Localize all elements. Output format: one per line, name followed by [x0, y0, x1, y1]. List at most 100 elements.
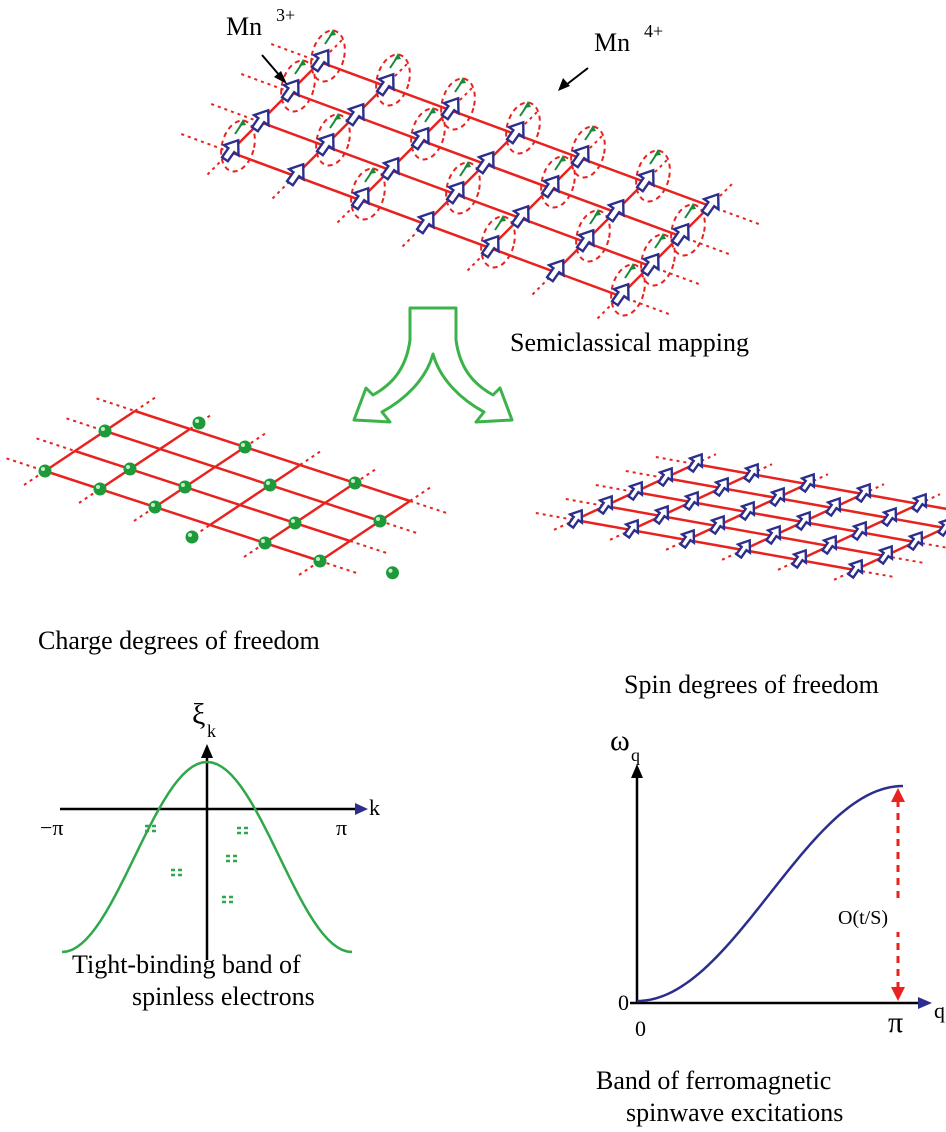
mn-col-dots	[596, 295, 621, 320]
mn3-moment-head	[459, 77, 466, 84]
mn-spin-arrow	[635, 168, 655, 193]
spin-arrow	[708, 514, 726, 536]
gap-label-backing	[832, 904, 916, 932]
sw-gap-label: O(t/S)	[838, 907, 888, 929]
mn3-moment-head	[394, 53, 401, 60]
charge-col-dots	[244, 432, 267, 448]
band-caption-line2: spinless electrons	[132, 982, 315, 1011]
charge-col-bond	[264, 481, 356, 545]
mn-col-dots	[336, 199, 361, 224]
mn-spin-arrow	[670, 222, 690, 247]
mn3-orbital	[440, 77, 476, 131]
mn-spin-arrow	[545, 258, 565, 283]
mn-spin-arrow	[700, 192, 720, 217]
charge-row-dots	[36, 437, 76, 452]
spin-col-bond	[854, 526, 946, 572]
charge-col-dots	[299, 450, 322, 466]
mn-spin-arrow	[480, 234, 500, 259]
mn3-orbital	[640, 233, 676, 287]
sw-y-origin: 0	[618, 990, 629, 1015]
mn4-label: Mn	[594, 30, 630, 56]
mn-col-dots	[206, 151, 231, 176]
mn-spin-arrow	[475, 150, 495, 175]
mn-spin-arrow	[510, 204, 530, 229]
spin-arrow	[682, 490, 700, 512]
mn-col-bond	[294, 85, 386, 177]
electron-ball	[38, 464, 52, 478]
mn4-base: Mn	[594, 28, 631, 57]
mn-spin-arrow	[220, 138, 240, 163]
mn-lattice	[180, 29, 760, 320]
spin-arrow	[738, 500, 756, 522]
mn-col-dots	[271, 175, 296, 200]
spin-arrow	[768, 486, 786, 508]
spin-row-bond	[664, 476, 946, 530]
mn-col-bond	[554, 181, 646, 273]
mn-spin-arrow	[280, 78, 300, 103]
sw-x-origin: 0	[635, 1016, 646, 1041]
mn3-moment-head	[654, 149, 661, 156]
band-x-min: −π	[40, 815, 64, 840]
mn-spin-arrow	[640, 252, 660, 277]
mn-col-dots	[644, 158, 669, 183]
spin-label: Spin degrees of freedom	[624, 670, 879, 699]
mn3-moment-head	[689, 203, 696, 210]
mn3-orbital	[310, 29, 346, 83]
charge-col-bond	[209, 463, 301, 527]
mapping-label: Semiclassical mapping	[510, 328, 750, 357]
mn-col-dots	[466, 247, 491, 272]
electron-highlight	[126, 465, 130, 469]
sw-x-max: π	[888, 1006, 904, 1039]
sw-x-arrowhead	[918, 997, 932, 1009]
mn-col-dots	[401, 223, 426, 248]
electron-highlight	[151, 503, 155, 507]
electron-ball	[98, 424, 112, 438]
mn3-moment-head	[464, 161, 471, 168]
electron-highlight	[376, 517, 380, 521]
spin-arrow	[906, 530, 924, 552]
electron-ball	[258, 536, 272, 550]
mn-spin-arrow	[285, 162, 305, 187]
mn-col-bond	[359, 109, 451, 201]
electron-highlight	[96, 485, 100, 489]
charge-row-dots	[96, 397, 136, 412]
electron-highlight	[291, 519, 295, 523]
charge-col-bond	[44, 409, 136, 473]
mn-spin-arrow	[505, 120, 525, 145]
spin-row-bond	[634, 490, 916, 544]
mn-row-dots	[180, 133, 231, 153]
sw-caption-line2: spinwave excitations	[626, 1098, 844, 1127]
mn-spin-arrow	[605, 198, 625, 223]
sw-x-symbol: q	[934, 998, 945, 1023]
mn-spin-arrow	[540, 174, 560, 199]
electron-ball	[263, 478, 277, 492]
mn-col-dots	[514, 110, 539, 135]
electron-highlight	[195, 419, 199, 423]
band-curve	[61, 760, 353, 954]
mn-col-dots	[319, 38, 344, 63]
mn3-pointer-head	[274, 71, 287, 84]
spin-arrow	[880, 506, 898, 528]
electron-highlight	[241, 443, 245, 447]
band-x-symbol: k	[369, 795, 380, 820]
mn3-orbital	[410, 107, 446, 161]
electron-ball	[238, 440, 252, 454]
mn3-moment-head	[594, 209, 601, 216]
electron-highlight	[266, 481, 270, 485]
mn4-charge: 4+	[644, 21, 664, 41]
mn-spin-arrow	[380, 156, 400, 181]
mn3-moment-head	[329, 29, 336, 36]
mn-spin-arrow	[345, 102, 365, 127]
mn-spin-arrow	[250, 108, 270, 133]
charge-row-bond	[104, 429, 381, 523]
mn3-orbital	[350, 167, 386, 221]
band-x-max: π	[336, 815, 348, 840]
electron-ball	[123, 462, 137, 476]
charge-col-dots	[134, 396, 157, 412]
gap-arrowhead-bottom	[891, 987, 905, 1001]
spin-arrow	[936, 516, 946, 538]
band-y-subscript: k	[207, 721, 216, 741]
mn3-moment-head	[659, 233, 666, 240]
spin-arrow	[656, 466, 674, 488]
mn3-moment-head	[499, 215, 506, 222]
